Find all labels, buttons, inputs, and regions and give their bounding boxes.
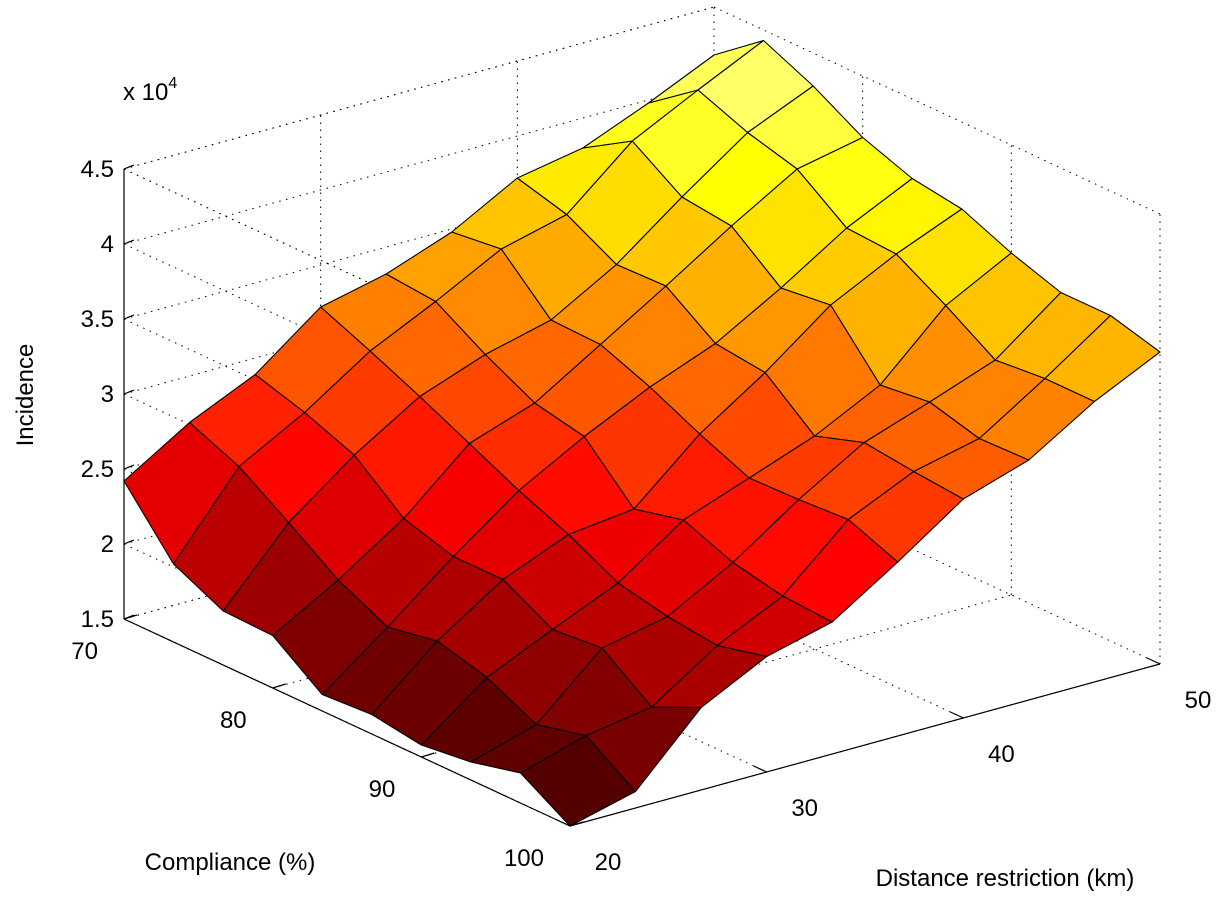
y-tick-mark — [569, 821, 584, 827]
x-tick-label: 50 — [1185, 687, 1212, 714]
x-axis-label: Distance restriction (km) — [876, 865, 1135, 892]
y-tick-mark — [272, 683, 286, 689]
z-multiplier-label: x 104 — [123, 75, 177, 106]
x-axis-line — [569, 663, 1161, 827]
x-tick-mark — [1146, 657, 1161, 665]
z-multiplier-exponent: 4 — [168, 75, 177, 92]
surface-mesh — [123, 39, 1161, 827]
box-edge-line — [713, 6, 1161, 215]
x-tick-mark — [753, 765, 767, 773]
z-tick-mark — [123, 314, 135, 320]
z-tick-mark — [123, 389, 135, 395]
z-tick-label: 2 — [101, 531, 114, 558]
z-tick-label: 4.5 — [81, 156, 114, 183]
z-tick-mark — [123, 464, 135, 470]
y-tick-label: 70 — [71, 638, 98, 665]
z-tick-mark — [123, 539, 135, 545]
x-tick-label: 30 — [791, 795, 818, 822]
x-tick-label: 40 — [988, 741, 1015, 768]
tick-labels: 20 30 40 50 70 80 90 100 1.5 2 2.5 3 3.5 4 4.5 — [71, 156, 1211, 876]
y-tick-label: 90 — [369, 776, 396, 803]
y-tick-label: 80 — [220, 707, 247, 734]
y-tick-mark — [421, 752, 435, 758]
floor-grid-line — [713, 456, 1161, 665]
surface-patch — [1044, 314, 1161, 403]
z-tick-label: 3 — [101, 381, 114, 408]
z-tick-label: 3.5 — [81, 306, 114, 333]
z-tick-label: 4 — [101, 231, 114, 258]
z-tick-label: 1.5 — [81, 606, 114, 633]
axes — [123, 164, 1161, 827]
y-tick-label: 100 — [504, 845, 544, 872]
z-tick-mark — [123, 239, 135, 245]
x-tick-label: 20 — [595, 849, 622, 876]
x-tick-mark — [556, 819, 571, 827]
z-tick-mark — [123, 164, 135, 170]
y-axis-line — [123, 618, 571, 827]
box-edge-line — [123, 168, 571, 377]
x-tick-mark — [950, 711, 964, 719]
z-tick-mark — [123, 614, 135, 620]
y-axis-label: Compliance (%) — [145, 849, 316, 876]
z-tick-label: 2.5 — [81, 456, 114, 483]
z-axis-label: Incidence — [12, 344, 39, 447]
